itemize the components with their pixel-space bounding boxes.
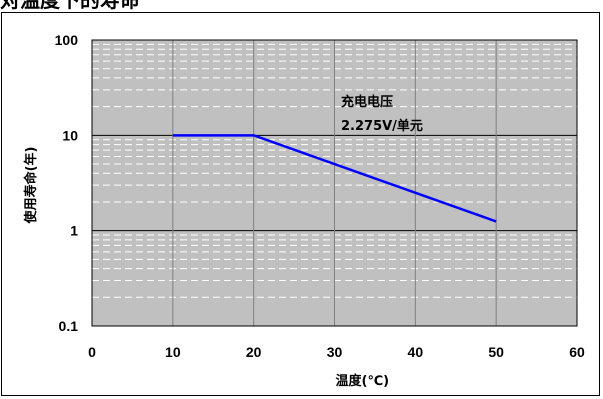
y-tick-label: 100 — [55, 32, 79, 48]
annotation-line-2: 2.275V/单元 — [341, 118, 423, 134]
series-line — [172, 134, 497, 223]
chart-frame — [1, 12, 600, 396]
x-axis-label: 温度(℃) — [336, 373, 390, 389]
chart-heading: 对温度下的寿命 — [0, 0, 140, 12]
y-axis-label: 使用寿命(年) — [23, 147, 39, 225]
x-tick-labels: 0 10 20 30 40 50 60 — [88, 344, 585, 360]
x-tick-label: 40 — [408, 344, 424, 360]
y-tick-label: 0.1 — [59, 318, 79, 334]
x-tick-label: 30 — [327, 344, 343, 360]
series-layer — [172, 134, 497, 223]
annotation-line-1: 充电电压 — [341, 94, 393, 110]
x-tick-label: 0 — [88, 344, 96, 360]
y-tick-labels: 0.1 1 10 100 — [55, 32, 79, 334]
y-tick-label: 1 — [70, 223, 78, 239]
x-tick-label: 50 — [488, 344, 504, 360]
x-tick-label: 20 — [246, 344, 262, 360]
x-tick-label: 60 — [569, 344, 585, 360]
y-tick-label: 10 — [62, 127, 78, 143]
x-tick-label: 10 — [165, 344, 181, 360]
plot-border — [91, 39, 578, 327]
